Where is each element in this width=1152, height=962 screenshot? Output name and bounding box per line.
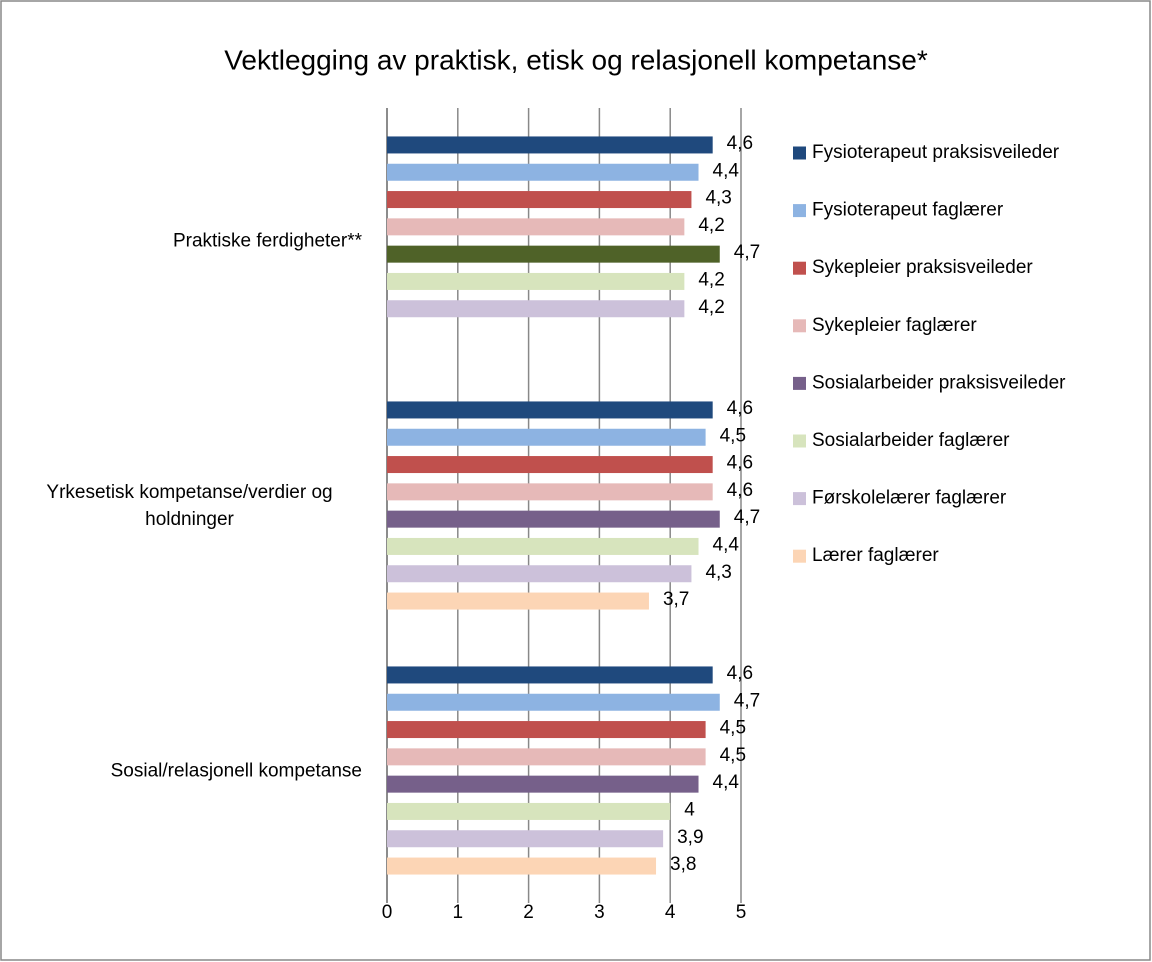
legend-label: Fysioterapeut praksisveileder [812, 142, 1060, 163]
legend-swatch [793, 319, 806, 333]
x-tick-label: 2 [523, 902, 534, 923]
bar [387, 510, 720, 528]
legend-swatch [793, 434, 806, 448]
legend-label: Sosialarbeider faglærer [812, 430, 1010, 451]
data-label: 4,7 [734, 507, 760, 528]
bar [387, 272, 685, 290]
legend-label: Sosialarbeider praksisveileder [812, 372, 1066, 393]
bar [387, 401, 713, 419]
bar [387, 245, 720, 263]
chart-title: Vektlegging av praktisk, etisk og relasj… [224, 44, 928, 75]
bar [387, 802, 671, 820]
data-label: 4,6 [727, 398, 753, 419]
category-label: Sosial/relasjonell kompetanse [110, 760, 362, 781]
bar [387, 775, 699, 793]
bar [387, 163, 699, 181]
data-label: 3,9 [677, 827, 703, 848]
data-label: 4,4 [713, 160, 740, 181]
legend-swatch [793, 146, 806, 160]
data-label: 4,2 [698, 269, 724, 290]
legend-label: Førskolelærer faglærer [812, 488, 1007, 509]
data-label: 4,5 [720, 718, 746, 739]
data-label: 4,4 [713, 772, 740, 793]
data-label: 4,3 [705, 562, 731, 583]
x-tick-label: 4 [665, 902, 676, 923]
data-label: 4,6 [727, 133, 753, 154]
bar [387, 565, 692, 583]
category-label: Praktiske ferdigheter** [172, 230, 362, 251]
bar [387, 136, 713, 154]
data-label: 4 [684, 799, 695, 820]
legend-label: Sykepleier praksisveileder [812, 257, 1033, 278]
bar [387, 191, 692, 209]
category-label: Yrkesetisk kompetanse/verdier og holdnin… [46, 481, 333, 530]
legend-swatch [793, 376, 806, 390]
data-label: 3,8 [670, 854, 696, 875]
data-label: 4,5 [720, 745, 746, 766]
data-label: 4,6 [727, 480, 753, 501]
data-label: 4,2 [698, 297, 724, 318]
x-tick-label: 5 [736, 902, 747, 923]
legend-swatch [793, 261, 806, 275]
bar [387, 300, 685, 318]
legend-swatch [793, 204, 806, 218]
bar [387, 592, 649, 610]
bar [387, 721, 706, 739]
legend-label: Sykepleier faglærer [812, 315, 977, 336]
x-tick-label: 0 [382, 902, 393, 923]
data-label: 4,7 [734, 242, 760, 263]
bar [387, 483, 713, 501]
bar [387, 428, 706, 446]
legend-swatch [793, 549, 806, 563]
bar [387, 830, 664, 848]
data-label: 4,4 [713, 534, 740, 555]
bar [387, 748, 706, 766]
legend-label: Lærer faglærer [812, 545, 939, 566]
bar [387, 857, 657, 875]
data-label: 4,7 [734, 690, 760, 711]
x-tick-label: 3 [594, 902, 605, 923]
data-label: 4,3 [705, 188, 731, 209]
bar [387, 693, 720, 711]
data-label: 4,5 [720, 425, 746, 446]
data-label: 4,2 [698, 215, 724, 236]
legend-label: Fysioterapeut faglærer [812, 200, 1004, 221]
data-label: 4,6 [727, 453, 753, 474]
bar [387, 218, 685, 236]
bar [387, 537, 699, 555]
data-label: 4,6 [727, 663, 753, 684]
data-label: 3,7 [663, 589, 689, 610]
bar [387, 456, 713, 474]
x-tick-label: 1 [453, 902, 464, 923]
legend-swatch [793, 492, 806, 506]
bar [387, 666, 713, 684]
